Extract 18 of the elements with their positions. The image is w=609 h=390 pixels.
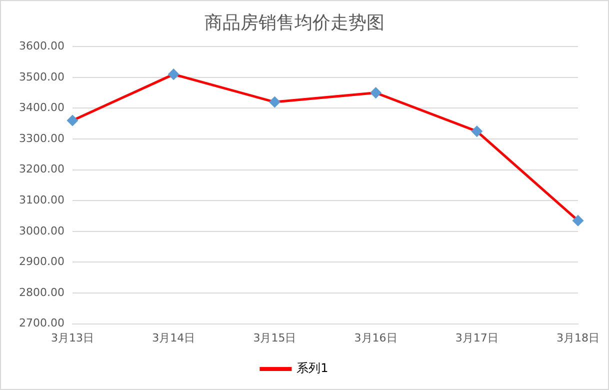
y-tick-label: 3400.00 [18,101,64,114]
legend-label: 系列1 [296,361,328,376]
y-tick-label: 3100.00 [18,193,64,206]
x-tick-label: 3月14日 [152,331,196,344]
y-tick-label: 3200.00 [18,162,64,176]
y-tick-label: 2900.00 [18,255,64,268]
x-tick-label: 3月18日 [556,331,600,344]
x-tick-label: 3月17日 [455,331,498,344]
y-tick-label: 3000.00 [18,224,64,238]
y-tick-label: 3600.00 [18,39,64,52]
x-tick-label: 3月13日 [50,331,94,344]
y-tick-label: 3300.00 [18,132,64,145]
x-tick-label: 3月16日 [354,331,398,344]
y-tick-label: 2800.00 [18,286,64,299]
y-tick-label: 2700.00 [18,316,64,330]
chart-title: 商品房销售均价走势图 [204,12,384,34]
y-tick-label: 3500.00 [18,70,64,84]
x-tick-label: 3月15日 [253,331,296,344]
